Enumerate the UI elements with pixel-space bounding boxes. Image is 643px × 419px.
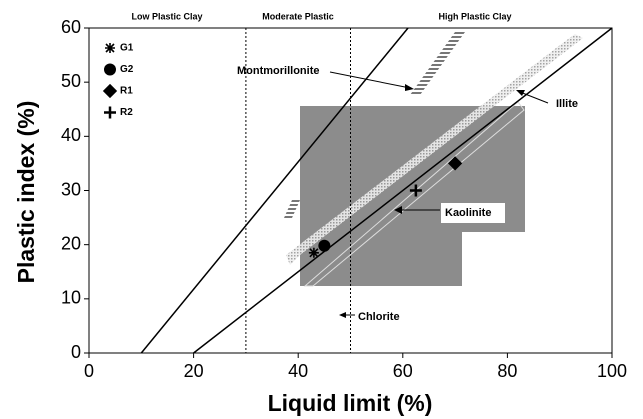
plasticity-line xyxy=(140,27,409,354)
x-tick-label: 80 xyxy=(497,361,517,381)
montmorillonite-band xyxy=(410,32,465,95)
data-point xyxy=(447,156,463,171)
annotation: Chlorite xyxy=(358,311,400,323)
legend-marker xyxy=(104,106,116,119)
y-tick-label: 60 xyxy=(61,17,81,37)
annotation: Illite xyxy=(556,98,578,110)
y-tick-label: 50 xyxy=(61,71,81,91)
arrow xyxy=(329,71,411,89)
arrow-head xyxy=(516,90,525,96)
legend-label: G1 xyxy=(120,43,134,54)
y-tick-label: 40 xyxy=(61,125,81,145)
legend-label: G2 xyxy=(120,64,134,75)
arrow-head xyxy=(339,312,346,318)
legend-marker xyxy=(105,43,115,53)
y-tick-label: 30 xyxy=(61,179,81,199)
y-tick-label: 20 xyxy=(61,233,81,253)
plasticity-line xyxy=(193,27,613,354)
x-axis-title: Liquid limit (%) xyxy=(268,390,433,416)
annotation: Kaolinite xyxy=(445,207,491,219)
x-tick-label: 0 xyxy=(84,361,94,381)
legend-label: R1 xyxy=(120,86,133,97)
zone-label: Low Plastic Clay xyxy=(131,11,202,21)
y-tick-label: 0 xyxy=(71,342,81,362)
data-point xyxy=(318,239,331,252)
x-tick-label: 20 xyxy=(184,361,204,381)
kaolinite-band xyxy=(303,101,525,287)
y-axis-title: Plastic index (%) xyxy=(13,101,39,284)
legend-marker xyxy=(102,83,118,99)
label-box xyxy=(441,203,505,223)
legend-label: R2 xyxy=(120,107,133,118)
data-point xyxy=(409,184,422,197)
y-tick-label: 10 xyxy=(61,288,81,308)
illite-band xyxy=(286,34,583,265)
zone-label: High Plastic Clay xyxy=(438,11,511,21)
arrow-head xyxy=(405,84,414,91)
x-tick-label: 40 xyxy=(288,361,308,381)
montmorillonite-band xyxy=(284,200,300,218)
data-point xyxy=(308,247,319,258)
arrow xyxy=(519,91,549,104)
zone-label: Moderate Plastic xyxy=(262,11,334,21)
x-tick-label: 100 xyxy=(597,361,627,381)
kaolinite-zone xyxy=(300,106,525,286)
x-tick-label: 60 xyxy=(393,361,413,381)
arrow-head xyxy=(394,206,402,214)
annotation: Montmorillonite xyxy=(237,65,320,77)
legend-marker xyxy=(104,63,116,76)
